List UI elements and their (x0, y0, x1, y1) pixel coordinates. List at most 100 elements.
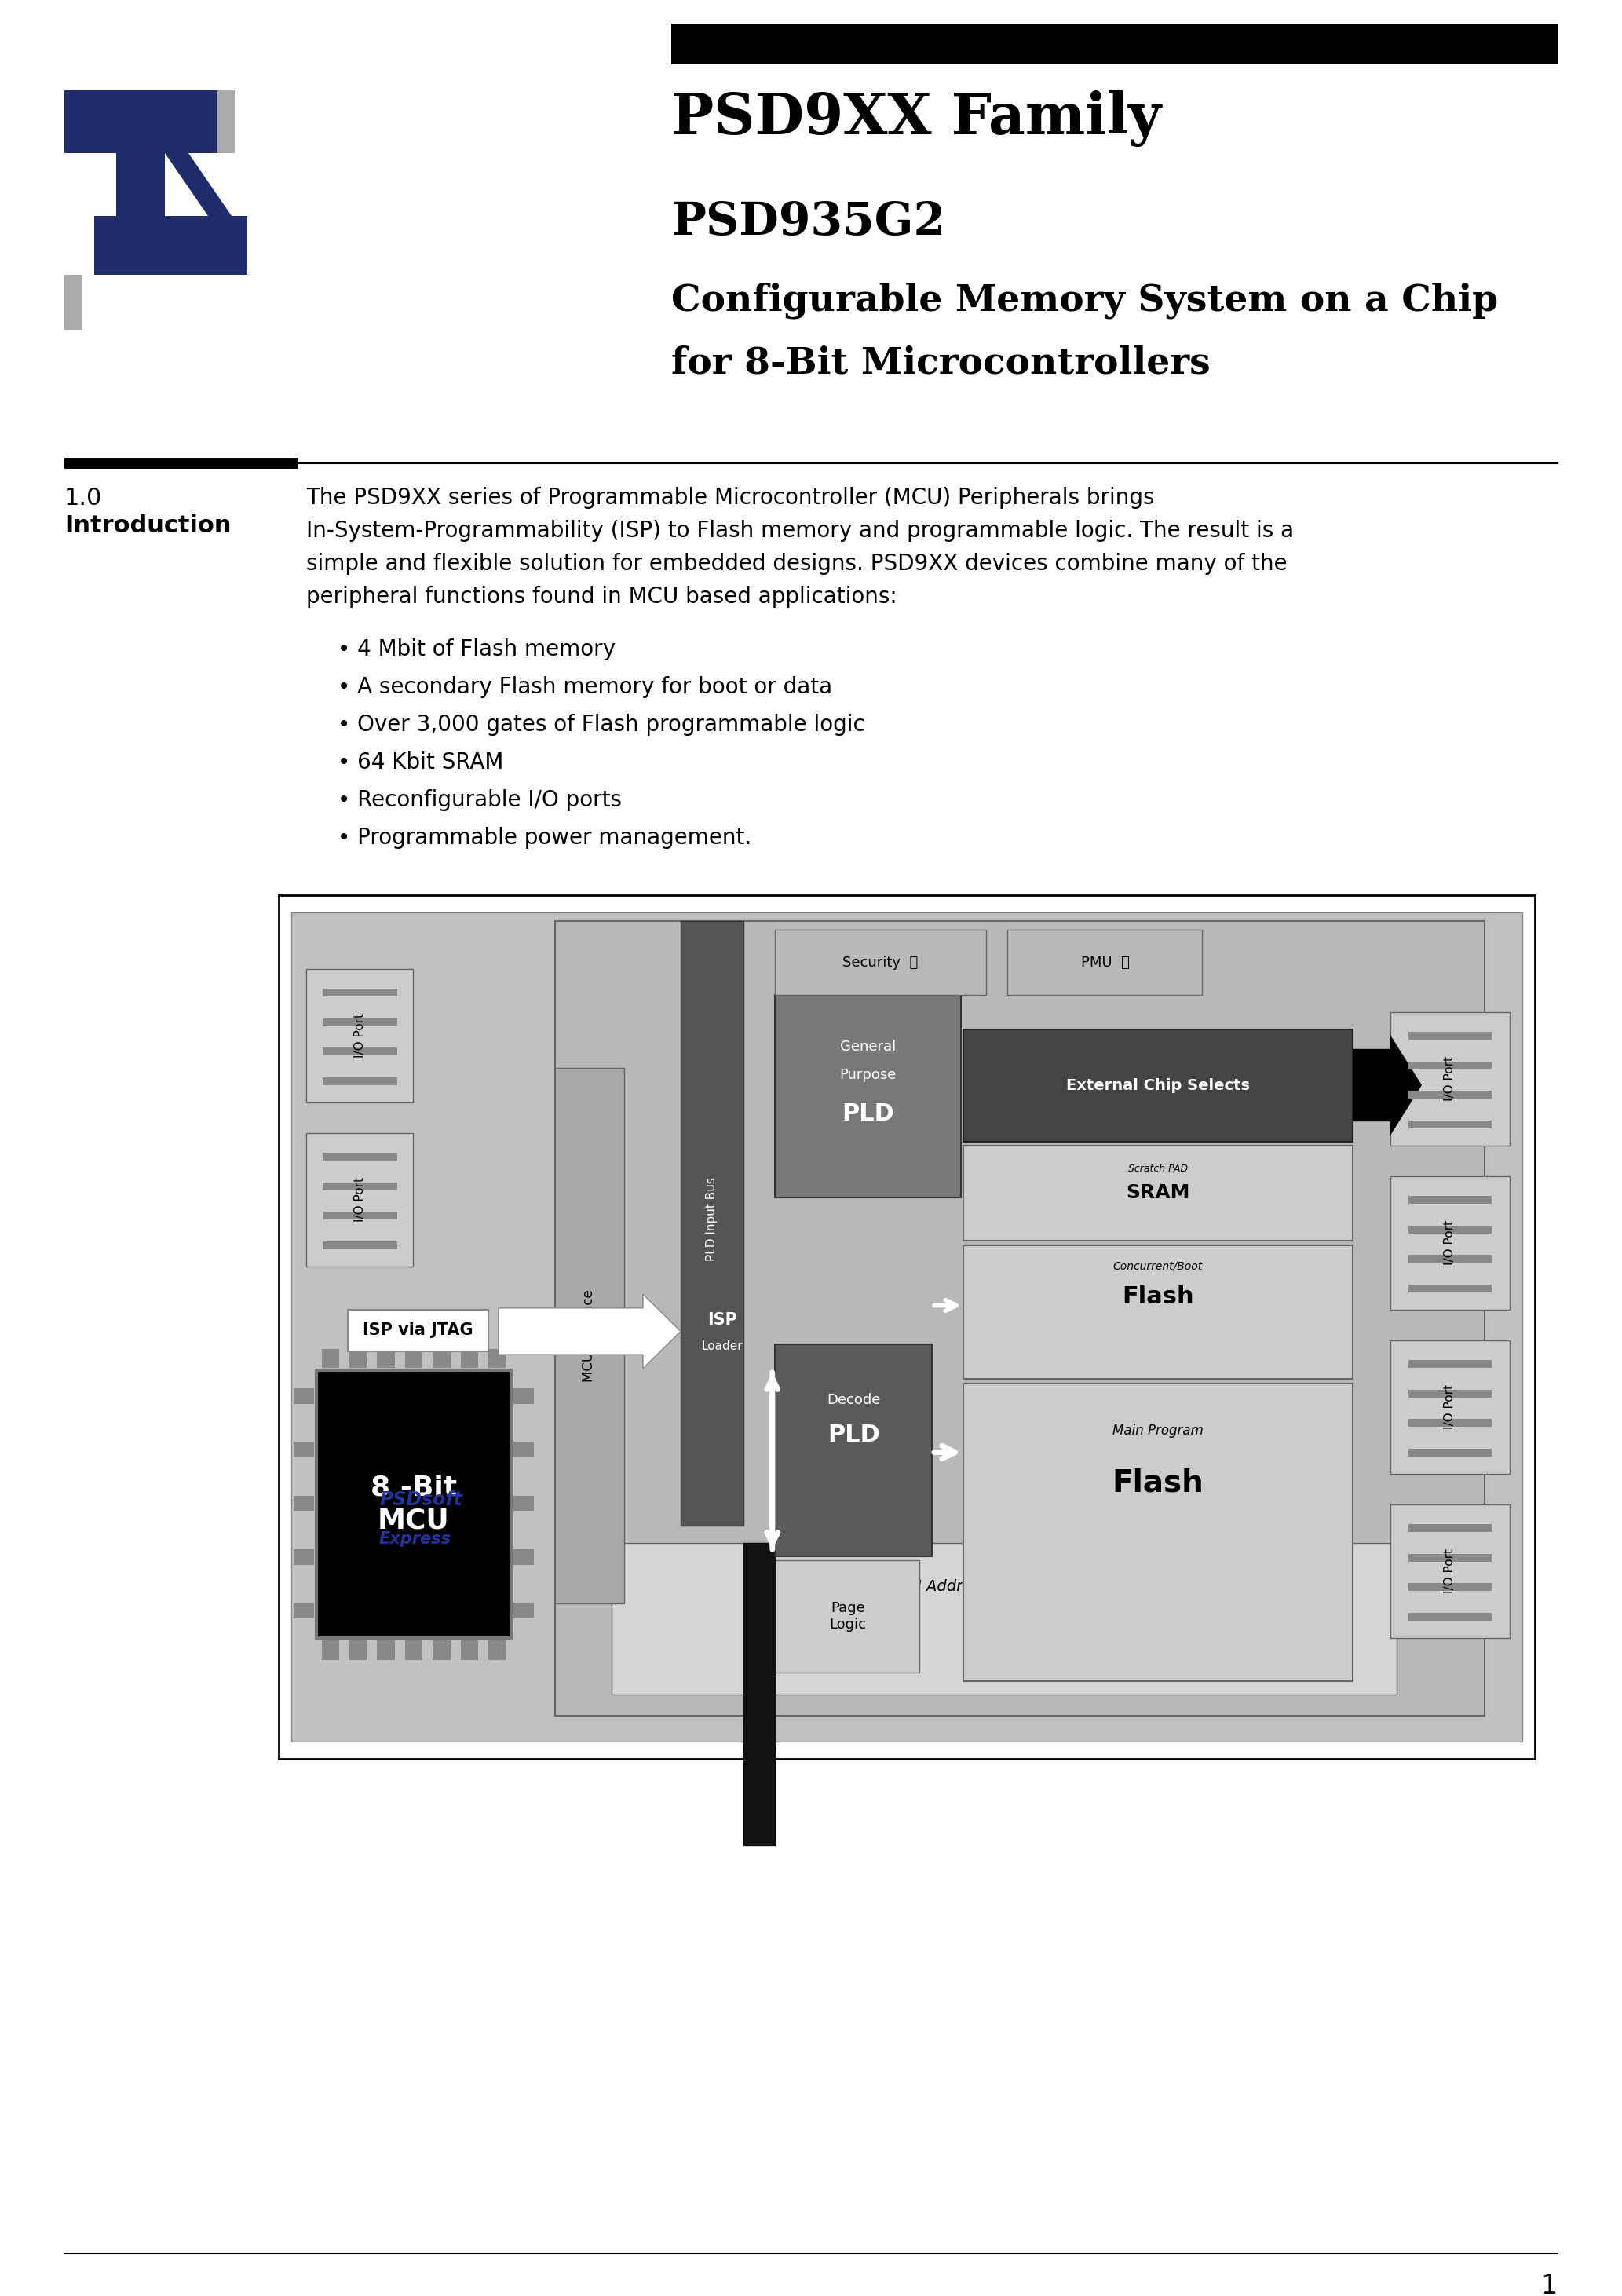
FancyBboxPatch shape (321, 1348, 339, 1368)
FancyBboxPatch shape (1408, 1196, 1492, 1203)
FancyBboxPatch shape (672, 23, 1557, 64)
FancyBboxPatch shape (1408, 1525, 1492, 1531)
FancyBboxPatch shape (323, 1212, 397, 1219)
FancyBboxPatch shape (65, 90, 217, 154)
FancyBboxPatch shape (775, 1561, 920, 1671)
FancyBboxPatch shape (1408, 1031, 1492, 1040)
FancyBboxPatch shape (316, 1371, 511, 1637)
FancyBboxPatch shape (1390, 1504, 1510, 1637)
FancyBboxPatch shape (1390, 1341, 1510, 1474)
Text: • Over 3,000 gates of Flash programmable logic: • Over 3,000 gates of Flash programmable… (337, 714, 865, 735)
FancyBboxPatch shape (555, 1068, 624, 1603)
Text: I/O Port: I/O Port (1444, 1221, 1457, 1265)
Text: I/O Port: I/O Port (354, 1178, 365, 1221)
FancyBboxPatch shape (963, 1382, 1353, 1681)
Text: I/O Port: I/O Port (1444, 1550, 1457, 1593)
FancyBboxPatch shape (514, 1495, 534, 1511)
Text: 1.0: 1.0 (65, 487, 102, 510)
Text: • 64 Kbit SRAM: • 64 Kbit SRAM (337, 751, 503, 774)
Text: SRAM: SRAM (1126, 1185, 1191, 1203)
FancyBboxPatch shape (323, 1047, 397, 1056)
Text: ISP via JTAG: ISP via JTAG (363, 1322, 474, 1339)
Text: PSD935G2: PSD935G2 (672, 200, 946, 243)
FancyBboxPatch shape (406, 1348, 423, 1368)
Text: peripheral functions found in MCU based applications:: peripheral functions found in MCU based … (307, 585, 897, 608)
Text: PSD9XX Family: PSD9XX Family (672, 90, 1161, 147)
FancyBboxPatch shape (1390, 1176, 1510, 1309)
Text: • Programmable power management.: • Programmable power management. (337, 827, 751, 850)
FancyBboxPatch shape (292, 912, 1523, 1743)
FancyBboxPatch shape (681, 921, 743, 1527)
FancyBboxPatch shape (488, 1348, 506, 1368)
FancyBboxPatch shape (279, 895, 1534, 1759)
FancyBboxPatch shape (743, 1543, 775, 1846)
FancyBboxPatch shape (323, 1242, 397, 1249)
Text: The PSD9XX series of Programmable Microcontroller (MCU) Peripherals brings: The PSD9XX series of Programmable Microc… (307, 487, 1155, 510)
FancyBboxPatch shape (349, 1642, 367, 1660)
FancyBboxPatch shape (294, 1495, 315, 1511)
FancyBboxPatch shape (488, 1642, 506, 1660)
FancyBboxPatch shape (294, 1442, 315, 1458)
FancyBboxPatch shape (1408, 1256, 1492, 1263)
FancyBboxPatch shape (378, 1348, 394, 1368)
Text: PMU  🗄: PMU 🗄 (1080, 955, 1129, 969)
Text: Supported: Supported (394, 1442, 451, 1453)
FancyBboxPatch shape (321, 1642, 339, 1660)
FancyBboxPatch shape (1408, 1419, 1492, 1428)
FancyBboxPatch shape (1408, 1226, 1492, 1233)
FancyBboxPatch shape (323, 1153, 397, 1162)
Text: Flash: Flash (1122, 1286, 1194, 1309)
FancyBboxPatch shape (1408, 1389, 1492, 1398)
Text: MCU Address/Data/Control Bus: MCU Address/Data/Control Bus (886, 1580, 1124, 1593)
FancyBboxPatch shape (217, 90, 235, 154)
Text: Purpose: Purpose (840, 1068, 897, 1081)
FancyBboxPatch shape (1390, 1013, 1510, 1146)
Text: Decode: Decode (827, 1394, 881, 1407)
Text: • Reconfigurable I/O ports: • Reconfigurable I/O ports (337, 790, 621, 810)
FancyBboxPatch shape (963, 1146, 1353, 1240)
Text: In-System-Programmability (ISP) to Flash memory and programmable logic. The resu: In-System-Programmability (ISP) to Flash… (307, 519, 1294, 542)
Text: Loader: Loader (701, 1341, 743, 1352)
FancyBboxPatch shape (514, 1442, 534, 1458)
FancyBboxPatch shape (775, 994, 960, 1199)
Text: MCU Interface: MCU Interface (582, 1290, 595, 1382)
FancyBboxPatch shape (323, 1077, 397, 1086)
FancyBboxPatch shape (1408, 1283, 1492, 1293)
FancyBboxPatch shape (514, 1550, 534, 1564)
Text: Flash: Flash (1113, 1467, 1204, 1497)
Polygon shape (65, 90, 118, 154)
FancyBboxPatch shape (1408, 1120, 1492, 1127)
FancyBboxPatch shape (1408, 1582, 1492, 1591)
Text: PLD Input Bus: PLD Input Bus (706, 1178, 719, 1261)
FancyBboxPatch shape (406, 1642, 423, 1660)
Text: PSDsoft: PSDsoft (380, 1490, 462, 1508)
Text: I/O Port: I/O Port (1444, 1384, 1457, 1430)
FancyBboxPatch shape (1408, 1554, 1492, 1561)
FancyBboxPatch shape (555, 921, 1484, 1715)
FancyBboxPatch shape (323, 990, 397, 996)
Polygon shape (498, 1295, 681, 1368)
Text: 8 -Bit
MCU: 8 -Bit MCU (370, 1474, 457, 1534)
FancyBboxPatch shape (461, 1642, 478, 1660)
FancyBboxPatch shape (1408, 1091, 1492, 1100)
Text: PLD: PLD (842, 1102, 894, 1125)
FancyBboxPatch shape (294, 1389, 315, 1403)
Text: for 8-Bit Microcontrollers: for 8-Bit Microcontrollers (672, 344, 1210, 381)
FancyBboxPatch shape (461, 1348, 478, 1368)
Text: simple and flexible solution for embedded designs. PSD9XX devices combine many o: simple and flexible solution for embedde… (307, 553, 1288, 574)
FancyBboxPatch shape (775, 1343, 933, 1557)
Text: General: General (840, 1040, 895, 1054)
FancyBboxPatch shape (611, 1543, 1397, 1694)
Text: ISP: ISP (707, 1313, 736, 1327)
FancyBboxPatch shape (323, 1182, 397, 1189)
FancyBboxPatch shape (433, 1348, 451, 1368)
Text: Introduction: Introduction (65, 514, 232, 537)
FancyBboxPatch shape (1408, 1612, 1492, 1621)
FancyBboxPatch shape (514, 1389, 534, 1403)
FancyBboxPatch shape (117, 154, 165, 216)
FancyBboxPatch shape (349, 1348, 367, 1368)
FancyBboxPatch shape (323, 1017, 397, 1026)
Text: Scratch PAD: Scratch PAD (1129, 1164, 1187, 1173)
Text: External Chip Selects: External Chip Selects (1066, 1077, 1251, 1093)
Text: 1: 1 (1541, 2273, 1557, 2296)
